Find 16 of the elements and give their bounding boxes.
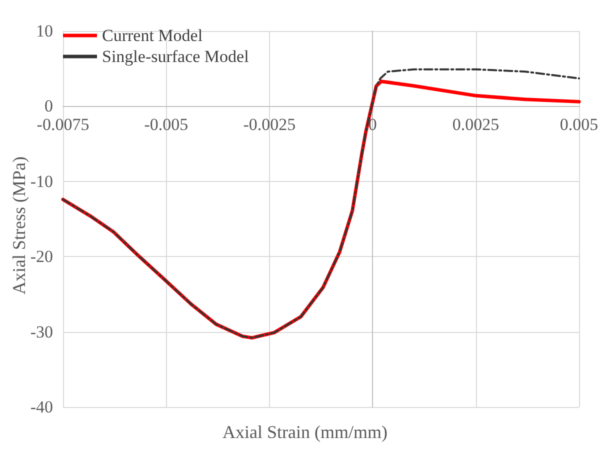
y-tick-label: -40 [30,398,53,416]
y-tick-label: -10 [30,172,53,191]
x-tick-label: 0.0025 [452,115,500,134]
y-axis-title: Axial Stress (MPa) [9,156,29,294]
y-tick-label: -30 [30,322,53,342]
x-tick-label: -0.005 [144,115,188,134]
legend-label: Current Model [102,26,203,45]
y-tick-label: 10 [36,22,53,40]
y-tick-label: 0 [44,96,53,116]
x-axis-title: Axial Strain (mm/mm) [222,422,388,442]
y-tick-label: -20 [30,247,53,266]
x-tick-label: 0.005 [560,115,598,134]
legend-label: Single-surface Model [102,47,250,66]
x-tick-label: 0 [368,115,377,134]
x-tick-label: -0.0075 [36,115,90,134]
x-tick-label: -0.0025 [243,115,296,134]
